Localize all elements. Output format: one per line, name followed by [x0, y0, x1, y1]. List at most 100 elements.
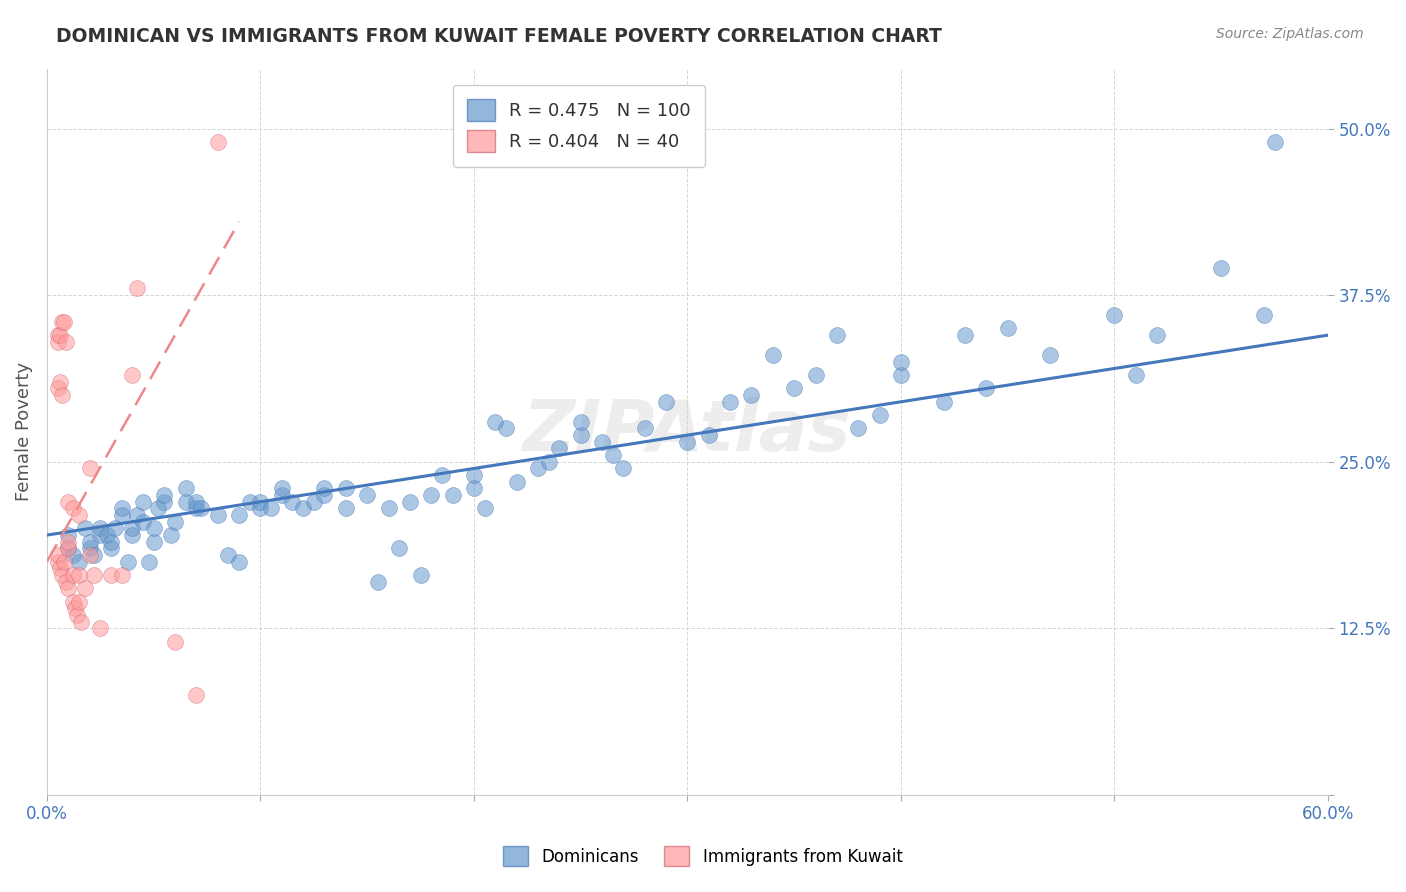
- Point: [46, 555, 69, 569]
- Point: [89, 528, 111, 542]
- Point: [132, 495, 155, 509]
- Point: [825, 328, 848, 343]
- Text: ZIPAtlas: ZIPAtlas: [523, 397, 852, 467]
- Point: [104, 521, 127, 535]
- Point: [153, 495, 176, 509]
- Point: [527, 461, 550, 475]
- Point: [67, 555, 90, 569]
- Point: [79, 548, 101, 562]
- Point: [186, 688, 208, 702]
- Point: [159, 528, 181, 542]
- Point: [655, 394, 678, 409]
- Point: [142, 534, 165, 549]
- Point: [388, 541, 411, 556]
- Point: [62, 595, 84, 609]
- Point: [762, 348, 785, 362]
- Point: [569, 415, 592, 429]
- Point: [58, 495, 80, 509]
- Point: [356, 488, 378, 502]
- Point: [51, 388, 73, 402]
- Point: [67, 595, 90, 609]
- Point: [228, 555, 250, 569]
- Point: [79, 541, 101, 556]
- Y-axis label: Female Poverty: Female Poverty: [15, 362, 32, 501]
- Point: [495, 421, 517, 435]
- Point: [163, 634, 186, 648]
- Point: [463, 482, 485, 496]
- Point: [79, 534, 101, 549]
- Point: [249, 501, 271, 516]
- Point: [62, 568, 84, 582]
- Point: [46, 381, 69, 395]
- Point: [302, 495, 325, 509]
- Point: [163, 515, 186, 529]
- Point: [58, 541, 80, 556]
- Point: [1039, 348, 1062, 362]
- Point: [48, 561, 70, 575]
- Point: [96, 528, 118, 542]
- Point: [48, 328, 70, 343]
- Point: [1125, 368, 1147, 383]
- Point: [138, 555, 160, 569]
- Point: [207, 508, 229, 522]
- Point: [58, 528, 80, 542]
- Point: [66, 608, 89, 623]
- Point: [174, 482, 197, 496]
- Point: [132, 515, 155, 529]
- Point: [804, 368, 827, 383]
- Point: [420, 488, 443, 502]
- Point: [55, 334, 77, 349]
- Point: [1211, 261, 1233, 276]
- Point: [55, 574, 77, 589]
- Point: [997, 321, 1019, 335]
- Point: [740, 388, 762, 402]
- Point: [1104, 308, 1126, 322]
- Point: [377, 501, 399, 516]
- Point: [430, 468, 453, 483]
- Point: [932, 394, 955, 409]
- Point: [46, 548, 69, 562]
- Point: [260, 501, 283, 516]
- Point: [505, 475, 527, 489]
- Point: [110, 568, 132, 582]
- Point: [548, 442, 571, 456]
- Point: [58, 534, 80, 549]
- Point: [83, 548, 105, 562]
- Point: [890, 355, 912, 369]
- Point: [125, 508, 148, 522]
- Point: [335, 501, 357, 516]
- Point: [1253, 308, 1275, 322]
- Point: [75, 582, 97, 596]
- Point: [292, 501, 315, 516]
- Point: [62, 501, 84, 516]
- Point: [58, 541, 80, 556]
- Point: [70, 615, 93, 629]
- Point: [190, 501, 212, 516]
- Point: [239, 495, 262, 509]
- Point: [1264, 135, 1286, 149]
- Point: [100, 541, 122, 556]
- Point: [58, 582, 80, 596]
- Point: [591, 434, 613, 449]
- Point: [100, 534, 122, 549]
- Point: [46, 328, 69, 343]
- Point: [270, 488, 292, 502]
- Point: [537, 455, 560, 469]
- Text: DOMINICAN VS IMMIGRANTS FROM KUWAIT FEMALE POVERTY CORRELATION CHART: DOMINICAN VS IMMIGRANTS FROM KUWAIT FEMA…: [56, 27, 942, 45]
- Point: [976, 381, 998, 395]
- Point: [174, 495, 197, 509]
- Point: [441, 488, 464, 502]
- Point: [153, 488, 176, 502]
- Point: [125, 281, 148, 295]
- Point: [121, 528, 143, 542]
- Point: [676, 434, 699, 449]
- Point: [474, 501, 496, 516]
- Point: [890, 368, 912, 383]
- Point: [63, 601, 86, 615]
- Point: [52, 555, 75, 569]
- Point: [146, 501, 169, 516]
- Point: [52, 315, 75, 329]
- Point: [399, 495, 422, 509]
- Point: [89, 622, 111, 636]
- Point: [249, 495, 271, 509]
